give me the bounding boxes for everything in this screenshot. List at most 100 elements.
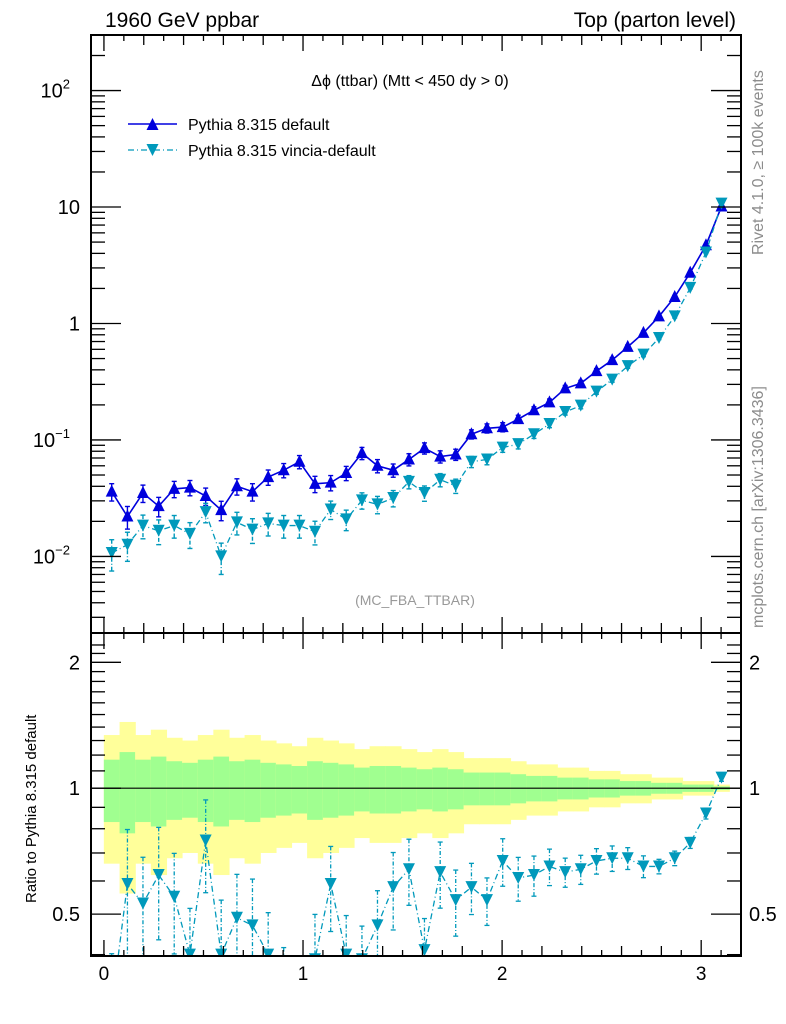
band-inner [213,756,230,827]
data-point [277,463,290,476]
data-point [168,481,181,494]
data-point [527,428,540,441]
data-point [574,399,587,412]
energy-title: 1960 GeV ppbar [105,9,259,32]
band-inner [307,761,324,820]
ratio-plot [91,721,741,1024]
ratio-point [606,852,619,865]
data-point [496,420,509,433]
series-line [111,206,723,519]
y-tick-label: 1 [69,313,80,335]
band-inner [401,767,418,812]
data-point [418,441,431,454]
ratio-point [480,894,493,907]
axes: 0 1 2 3 10−2 10−1 1 10 102 0.5 0.5 1 1 2 2 [33,34,777,985]
data-point [512,438,525,451]
data-point [465,455,478,468]
data-point [527,403,540,416]
ratio-point [199,834,212,847]
data-point [590,385,603,398]
data-point [152,499,165,512]
data-point [496,441,509,454]
band-inner [166,761,183,820]
band-inner [119,752,136,834]
data-point [262,517,275,530]
data-point [512,412,525,425]
ratio-point [527,869,540,882]
data-point [387,463,400,476]
data-point [136,486,149,499]
y-tick-exponent: −1 [55,426,70,441]
x-tick-label: 1 [298,964,309,985]
data-point [230,516,243,529]
data-point [183,480,196,493]
data-point [621,360,634,373]
data-point [684,281,697,294]
data-point [293,519,306,532]
data-point [543,418,556,431]
x-tick-label: 2 [497,964,508,985]
analysis-label: (MC_FBA_TTBAR) [355,592,475,608]
data-point [262,470,275,483]
data-point [590,364,603,377]
data-point [715,197,728,210]
ratio-point [387,881,400,894]
ratio-point [418,944,431,956]
ratio-point [183,948,196,956]
band-inner [260,762,277,818]
y-tick-label: 102 [41,77,70,103]
legend-entry-default: Pythia 8.315 default [128,117,330,134]
ratio-point [652,860,665,873]
x-tick-label: 3 [696,964,707,985]
ratio-point [449,894,462,907]
y-tick-label: 10−2 [33,542,70,568]
data-point [355,446,368,459]
data-point [371,498,384,511]
data-point [215,550,228,563]
ratio-line [117,777,723,956]
y-tick-label: 10 [58,197,80,219]
rivet-label: Rivet 4.1.0, ≥ 100k events [750,70,767,255]
ratio-point [715,771,728,784]
ratio-frame [90,632,742,957]
band-inner [197,759,215,823]
data-point [418,487,431,500]
data-point [606,373,619,386]
series-line [111,203,723,559]
data-point [684,265,697,278]
data-point [355,494,368,507]
data-point [152,524,165,537]
ratio-point [246,919,259,932]
data-point [637,348,650,361]
ratio-point [152,869,165,882]
ratio-point [590,854,603,867]
ratio-y-tick-label-right: 0.5 [749,904,777,926]
data-point [652,332,665,345]
ratio-point [559,866,572,879]
data-point [293,454,306,467]
data-point [387,492,400,505]
data-point [543,395,556,408]
data-point [559,405,572,418]
ratio-y-tick-label-left: 0.5 [52,904,80,926]
ratio-point [293,1013,305,1024]
band-inner [338,764,355,816]
ratio-y-tick-label-left: 2 [69,652,80,674]
data-point [308,476,321,489]
data-point [668,289,681,302]
ratio-point [434,866,447,879]
band-inner [447,769,465,810]
band-inner [103,759,121,823]
y-tick-exponent: 2 [63,77,70,92]
data-point [668,310,681,323]
mcplots-label: mcplots.cern.ch [arXiv:1306.3436] [750,386,767,628]
legend-label-vincia: Pythia 8.315 vincia-default [188,143,376,160]
band-inner [432,767,449,812]
ratio-point [106,1001,118,1013]
plot-title: Δϕ (ttbar) (Mtt < 450 dy > 0) [311,73,509,90]
ratio-point [340,948,353,956]
legend: Pythia 8.315 default Pythia 8.315 vincia… [128,117,376,160]
data-point [480,421,493,434]
ratio-y-tick-label-left: 1 [69,778,80,800]
x-tick-label: 0 [99,964,110,985]
